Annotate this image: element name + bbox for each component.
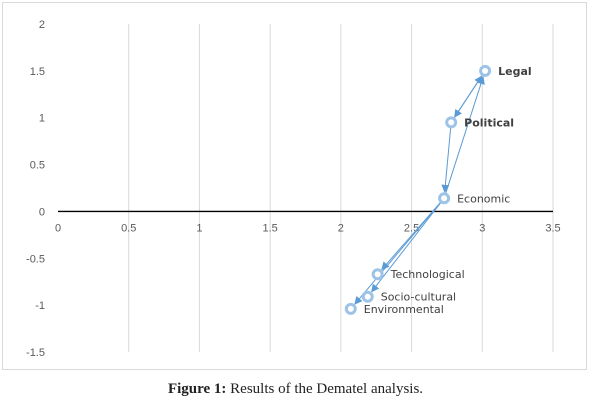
caption-prefix: Figure 1: [167, 381, 227, 397]
x-tick-label-6: 3 [479, 222, 485, 234]
point-legal [479, 64, 492, 77]
point-socio-cultural [361, 290, 374, 303]
y-tick-label-5: -0.5 [26, 253, 45, 265]
y-tick-label-3: 0.5 [30, 160, 45, 172]
arrow-economic-to-legal [445, 76, 485, 194]
y-tick-label-4: 0 [39, 206, 45, 218]
point-economic [438, 192, 451, 205]
point-layer [344, 64, 492, 315]
arrow-economic-to-environmental [354, 202, 441, 305]
x-tick-label-0: 0 [55, 222, 61, 234]
point-label-socio-cultural: Socio-cultural [381, 291, 456, 304]
label-layer: Legal Political Economic Technological Socio… [364, 65, 532, 316]
x-tick-label-4: 2 [338, 222, 344, 234]
arrow-legal-to-political [454, 75, 483, 118]
arrow-political-to-economic [441, 127, 452, 193]
point-political [445, 116, 458, 129]
x-tick-label-2: 1 [196, 222, 202, 234]
point-technological [371, 268, 384, 281]
arrow-layer [354, 75, 485, 305]
point-label-legal: Legal [498, 65, 532, 78]
y-tick-label-7: -1.5 [26, 347, 45, 359]
arrow-economic-to-socio-cultural [371, 202, 442, 293]
dematel-scatter-chart: 0 0.5 1 1.5 2 2.5 3 3.521.510.50-0.5-1-1.5 Lega… [26, 19, 561, 359]
caption-text: Results of the Dematel analysis. [226, 381, 424, 397]
point-label-technological: Technological [390, 268, 465, 281]
x-tick-label-3: 1.5 [262, 222, 277, 234]
y-tick-label-2: 1 [39, 113, 45, 125]
y-tick-label-0: 2 [39, 19, 45, 31]
x-tick-label-1: 0.5 [121, 222, 136, 234]
chart-frame: 0 0.5 1 1.5 2 2.5 3 3.5 2 1.5 1 0.5 0 -0.5 -1 -1.5 Lega… [2, 2, 587, 370]
y-tick-label-1: 1.5 [30, 66, 45, 78]
x-tick-label-7: 3.5 [545, 222, 560, 234]
point-label-environmental: Environmental [364, 303, 444, 316]
y-tick-label-6: -1 [35, 300, 45, 312]
point-environmental [344, 302, 357, 315]
point-label-political: Political [464, 116, 514, 129]
figure-caption: Figure 1: Results of the Dematel analysi… [0, 381, 591, 398]
point-label-economic: Economic [457, 192, 510, 205]
